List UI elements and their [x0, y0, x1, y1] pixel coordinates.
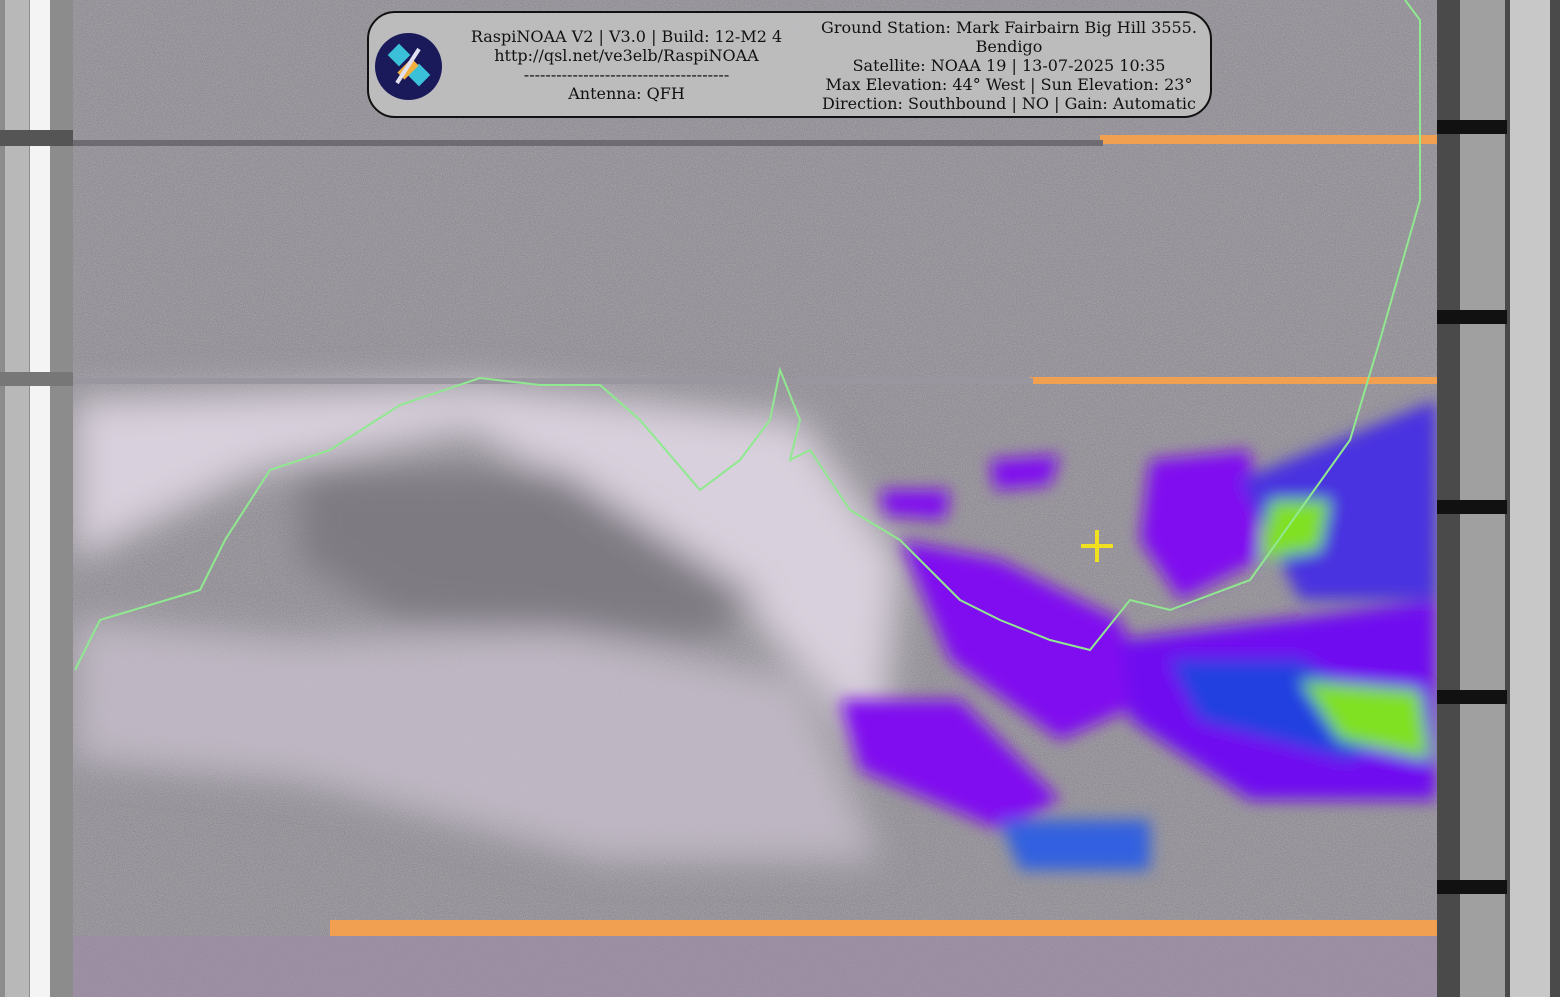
right-telemetry-strip — [1437, 0, 1560, 997]
ground-station-marker — [1081, 530, 1113, 562]
satellite-info: Satellite: NOAA 19 | 13-07-2025 10:35 — [852, 56, 1166, 75]
cloud-land-bright — [75, 385, 900, 860]
cold-cloud-tops — [840, 400, 1437, 870]
ground-station-city: Bendigo — [975, 37, 1043, 56]
elevation-info: Max Elevation: 44° West | Sun Elevation:… — [825, 75, 1193, 94]
left-telemetry-strip — [0, 0, 73, 997]
software-info: RaspiNOAA V2 | V3.0 | Build: 12-M2 4 htt… — [464, 27, 789, 103]
pass-info-panel: RaspiNOAA V2 | V3.0 | Build: 12-M2 4 htt… — [367, 11, 1212, 118]
software-version: RaspiNOAA V2 | V3.0 | Build: 12-M2 4 — [470, 27, 783, 46]
separator: -------------------------------------- — [523, 65, 730, 84]
software-url: http://qsl.net/ve3elb/RaspiNOAA — [494, 46, 759, 65]
pass-details: Ground Station: Mark Fairbairn Big Hill … — [809, 18, 1209, 113]
ground-station: Ground Station: Mark Fairbairn Big Hill … — [821, 18, 1197, 37]
antenna-info: Antenna: QFH — [568, 84, 685, 103]
direction-info: Direction: Southbound | NO | Gain: Autom… — [822, 94, 1196, 113]
coastline — [74, 0, 1421, 671]
sync-artifact-lines — [73, 135, 1437, 997]
satellite-icon — [375, 33, 442, 100]
